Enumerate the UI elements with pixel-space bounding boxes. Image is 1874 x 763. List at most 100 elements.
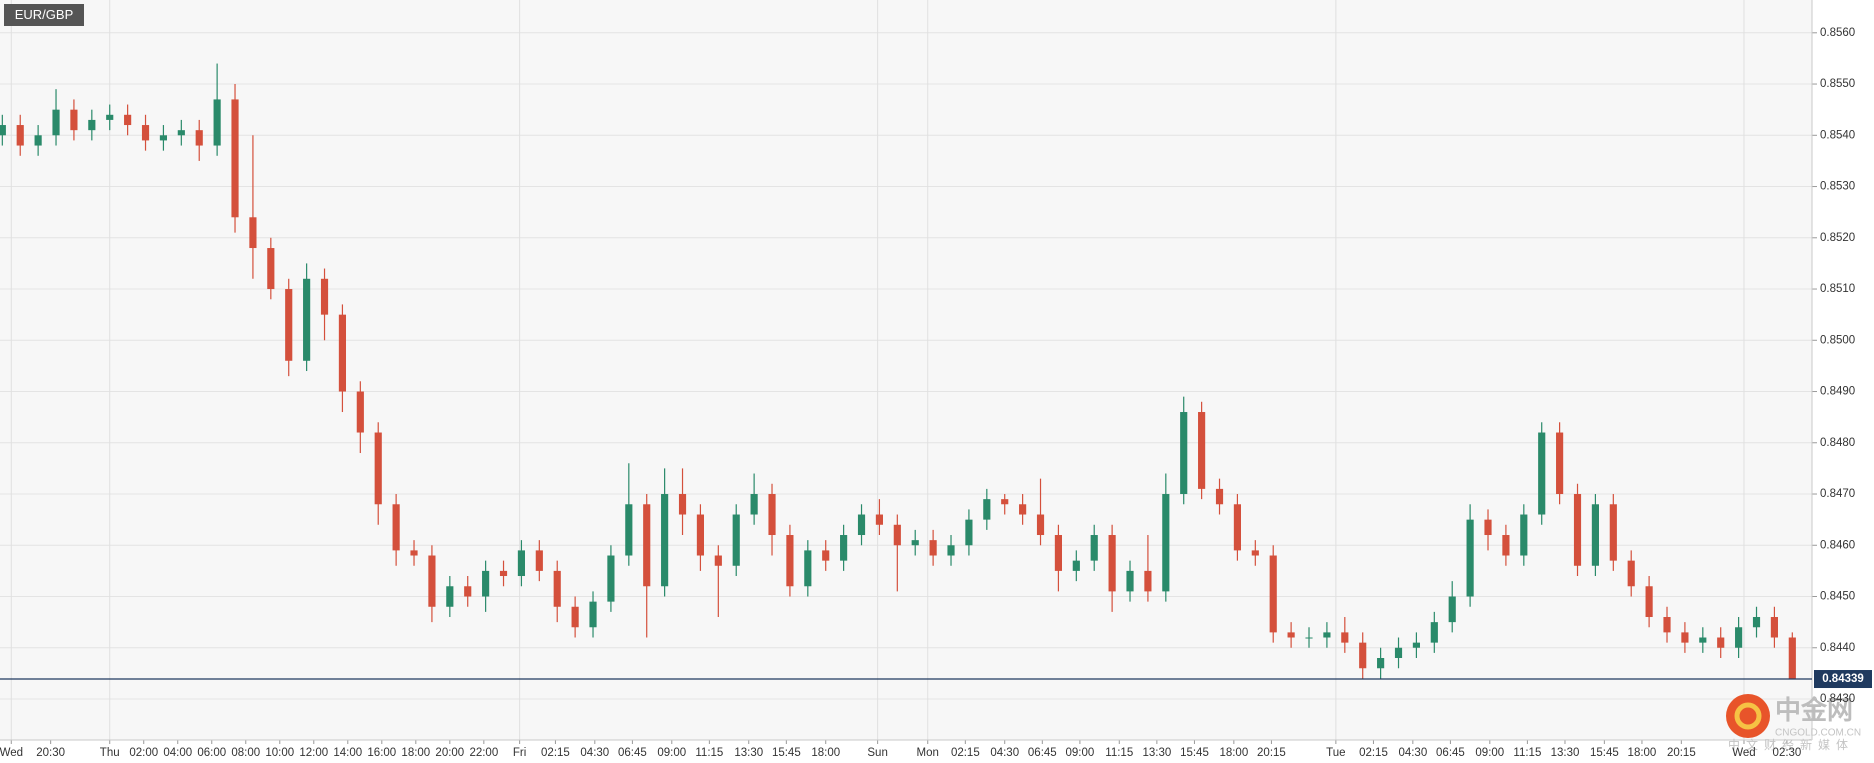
- x-tick-label: 15:45: [1180, 747, 1209, 759]
- candle-body: [1591, 504, 1599, 566]
- candle-body: [1681, 632, 1689, 643]
- candle-body: [70, 109, 78, 131]
- candle-body: [1788, 637, 1796, 680]
- watermark-tagline: 中文财经新媒体: [1728, 737, 1854, 752]
- candle-body: [1251, 550, 1259, 556]
- symbol-badge: [4, 4, 84, 26]
- candle-body: [16, 125, 24, 146]
- candle-body: [1198, 412, 1206, 489]
- x-tick-label: 18:00: [1219, 747, 1248, 759]
- candle-body: [267, 248, 275, 290]
- x-tick-label: 18:00: [1628, 747, 1657, 759]
- y-tick-label: 0.8540: [1820, 129, 1855, 141]
- candle-body: [1573, 494, 1582, 566]
- candle-body: [1484, 519, 1492, 536]
- candle-body: [553, 570, 561, 607]
- candle-body: [1072, 560, 1080, 571]
- candle-body: [678, 494, 687, 515]
- candle-body: [875, 514, 883, 525]
- y-tick-label: 0.8530: [1820, 181, 1855, 193]
- candle-body: [249, 217, 257, 249]
- x-tick-label: 22:00: [469, 747, 498, 759]
- chart-title: EUR/GBP: [15, 7, 74, 22]
- x-tick-label: 18:00: [401, 747, 430, 759]
- candle-body: [213, 99, 221, 146]
- candle-body: [1717, 637, 1725, 648]
- candle-body: [804, 550, 812, 587]
- candle-body: [410, 550, 418, 556]
- logo: [1726, 694, 1770, 738]
- x-tick-label: 04:30: [580, 747, 609, 759]
- candle-body: [159, 135, 168, 141]
- candle-body: [589, 601, 597, 628]
- candle-body: [1359, 642, 1367, 669]
- candle-body: [356, 391, 364, 433]
- x-tick-label: 11:15: [695, 747, 723, 759]
- y-tick-label: 0.8450: [1820, 591, 1855, 603]
- candle-body: [893, 524, 901, 546]
- x-tick-label: Thu: [100, 747, 120, 759]
- candle-body: [750, 494, 758, 515]
- candle-body: [768, 494, 776, 536]
- y-tick-label: 0.8430: [1820, 693, 1855, 705]
- candle-body: [1090, 535, 1098, 561]
- watermark-brand: 中金网: [1775, 695, 1853, 725]
- candle-body: [911, 540, 919, 546]
- candle-body: [1735, 627, 1743, 648]
- x-tick-label: 02:15: [951, 747, 980, 759]
- x-tick-label: Mon: [917, 747, 939, 759]
- logo: [1734, 702, 1762, 730]
- y-tick-label: 0.8440: [1820, 642, 1855, 654]
- x-tick-label: 13:30: [734, 747, 763, 759]
- candle-body: [1162, 494, 1170, 592]
- candle-body: [1538, 432, 1546, 515]
- x-tick-label: 15:45: [1590, 747, 1619, 759]
- x-tick-label: 06:45: [618, 747, 647, 759]
- candle-body: [1448, 596, 1456, 623]
- watermark-site: CNGOLD.COM.CN: [1775, 728, 1861, 739]
- x-tick-label: 02:15: [541, 747, 570, 759]
- candle-body: [303, 278, 311, 361]
- x-tick-label: Wed: [0, 747, 23, 759]
- candle-body: [464, 586, 472, 597]
- x-tick-label: 10:00: [265, 747, 294, 759]
- candle-body: [285, 289, 293, 361]
- candle-body: [1323, 632, 1331, 638]
- candle-body: [1394, 647, 1403, 659]
- x-tick-label: 20:00: [435, 747, 464, 759]
- candle-body: [338, 314, 347, 392]
- candle-body: [52, 109, 60, 136]
- x-tick-label: 04:30: [1398, 747, 1427, 759]
- x-tick-label: 12:00: [299, 747, 328, 759]
- candle-body: [1770, 617, 1778, 638]
- x-tick-label: 09:00: [1475, 747, 1504, 759]
- x-tick-label: 06:45: [1436, 747, 1465, 759]
- candle-body: [1699, 637, 1707, 643]
- candle-body: [195, 130, 203, 146]
- candle-body: [1019, 504, 1027, 515]
- x-tick-label: 04:30: [990, 747, 1019, 759]
- x-tick-label: 20:15: [1667, 747, 1696, 759]
- x-tick-label: 04:00: [163, 747, 192, 759]
- candle-body: [857, 514, 866, 536]
- candle-body: [1287, 632, 1295, 638]
- candle-body: [1627, 560, 1635, 587]
- candle-body: [625, 504, 633, 556]
- candle-body: [661, 494, 669, 587]
- x-tick-label: 11:15: [1513, 747, 1541, 759]
- candle-body: [1001, 499, 1009, 505]
- candle-body: [482, 570, 490, 597]
- x-tick-label: 06:00: [197, 747, 226, 759]
- plot-background: [0, 0, 1812, 740]
- x-tick-label: 09:00: [657, 747, 686, 759]
- candles: [0, 63, 1796, 680]
- candle-body: [1126, 570, 1134, 592]
- candle-body: [840, 535, 848, 561]
- candle-body: [947, 545, 955, 556]
- candle-body: [124, 114, 132, 126]
- candle-body: [320, 278, 329, 315]
- y-tick-label: 0.8460: [1820, 539, 1855, 551]
- candle-body: [929, 540, 937, 556]
- candle-body: [34, 135, 42, 146]
